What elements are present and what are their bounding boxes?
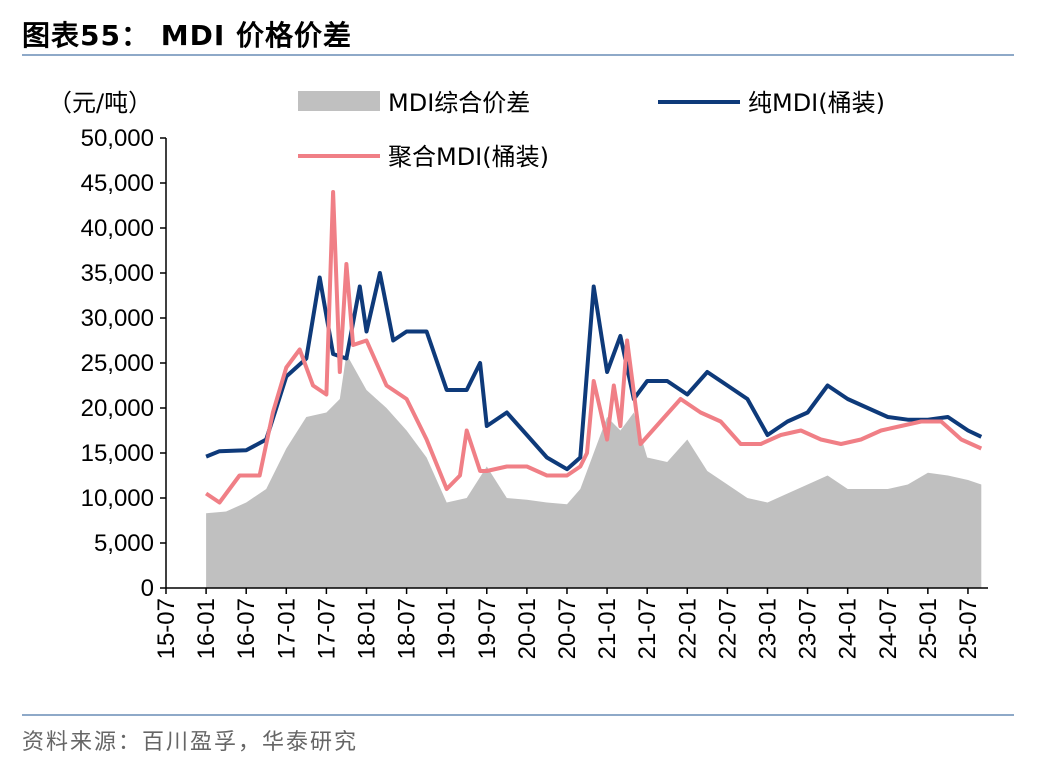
x-tick-label: 23-01: [755, 598, 782, 659]
x-tick-label: 21-07: [634, 598, 661, 659]
y-tick-label: 45,000: [81, 170, 154, 197]
x-tick-label: 21-01: [594, 598, 621, 659]
y-unit-label: （元/吨）: [48, 89, 152, 117]
y-tick-label: 15,000: [81, 440, 154, 467]
line-layer: [204, 190, 983, 505]
y-tick-label: 20,000: [81, 395, 154, 422]
axis-layer: 0 5,000 10,000 15,000 20,000 25,000 30,000 35,0…: [81, 125, 988, 659]
y-tick-label: 10,000: [81, 485, 154, 512]
x-tick-label: 15-07: [153, 598, 180, 659]
x-tick-label: 20-07: [554, 598, 581, 659]
x-tick-label: 19-07: [474, 598, 501, 659]
title-divider: [22, 54, 1014, 56]
y-tick-label: 35,000: [81, 260, 154, 287]
source-divider: [22, 714, 1014, 716]
area-layer: [206, 354, 982, 588]
y-tick-label: 30,000: [81, 305, 154, 332]
x-tick-label: 25-07: [955, 598, 982, 659]
y-tick-label: 50,000: [81, 125, 154, 152]
x-tick-label: 20-01: [514, 598, 541, 659]
y-tick-label: 0: [141, 575, 154, 602]
legend: MDI综合价差 纯MDI(桶装) 聚合MDI(桶装): [298, 89, 885, 171]
x-tick-label: 24-07: [875, 598, 902, 659]
legend-label: 纯MDI(桶装): [748, 89, 885, 117]
series-2-line: [204, 190, 983, 505]
x-tick-label: 19-01: [434, 598, 461, 659]
y-tick-label: 5,000: [94, 530, 154, 557]
x-tick-label: 16-01: [193, 598, 220, 659]
legend-label: 聚合MDI(桶装): [388, 143, 549, 171]
x-tick-label: 22-07: [714, 598, 741, 659]
chart-title: 图表55： MDI 价格价差: [22, 19, 352, 52]
legend-item-0: MDI综合价差: [298, 89, 530, 117]
x-tick-label: 23-07: [795, 598, 822, 659]
legend-item-1: 纯MDI(桶装): [658, 89, 885, 117]
x-tick-label: 25-01: [915, 598, 942, 659]
x-tick-label: 16-07: [233, 598, 260, 659]
legend-label: MDI综合价差: [388, 89, 530, 117]
x-tick-label: 18-01: [354, 598, 381, 659]
x-tick-label: 17-01: [273, 598, 300, 659]
x-tick-label: 22-01: [674, 598, 701, 659]
x-tick-label: 18-07: [394, 598, 421, 659]
legend-swatch: [298, 91, 380, 111]
y-tick-label: 25,000: [81, 350, 154, 377]
x-tick-label: 17-07: [313, 598, 340, 659]
x-tick-label: 24-01: [835, 598, 862, 659]
series-0-area: [206, 354, 982, 588]
y-tick-label: 40,000: [81, 215, 154, 242]
legend-item-2: 聚合MDI(桶装): [298, 143, 549, 171]
source-note: 资料来源：百川盈孚，华泰研究: [22, 730, 359, 755]
